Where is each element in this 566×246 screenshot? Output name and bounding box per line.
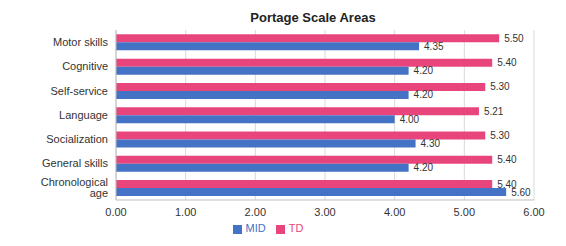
svg-text:4.30: 4.30	[421, 138, 441, 149]
svg-text:0.00: 0.00	[105, 206, 126, 218]
svg-text:5.50: 5.50	[504, 33, 524, 44]
svg-text:4.20: 4.20	[414, 89, 434, 100]
svg-text:Language: Language	[59, 109, 108, 121]
svg-text:4.00: 4.00	[384, 206, 405, 218]
svg-text:Self-service: Self-service	[51, 85, 108, 97]
html-text:TD: TD	[288, 222, 304, 234]
svg-text:4.00: 4.00	[400, 114, 420, 125]
svg-text:3.00: 3.00	[314, 206, 335, 218]
svg-text:Socialization: Socialization	[46, 133, 108, 145]
svg-text:5.40: 5.40	[497, 178, 517, 190]
svg-text:Cognitive: Cognitive	[62, 60, 108, 72]
svg-text:5.40: 5.40	[497, 57, 517, 68]
svg-text:4.20: 4.20	[414, 65, 434, 76]
svg-text:6.00: 6.00	[523, 206, 544, 218]
svg-text:5.30: 5.30	[490, 130, 510, 141]
svg-text:5.30: 5.30	[490, 81, 510, 92]
html-text:MID: MID	[245, 222, 266, 234]
svg-text:4.20: 4.20	[414, 162, 434, 173]
svg-text:5.60: 5.60	[511, 187, 531, 198]
svg-text:Motor skills: Motor skills	[53, 36, 109, 48]
html-text:Portage Scale Areas: Portage Scale Areas	[250, 10, 376, 25]
svg-text:1.00: 1.00	[175, 206, 196, 218]
svg-text:4.35: 4.35	[424, 41, 444, 52]
svg-text:5.21: 5.21	[484, 106, 504, 117]
svg-text:5.00: 5.00	[454, 206, 475, 218]
svg-text:Chronologicalage: Chronologicalage	[41, 176, 108, 199]
svg-text:5.40: 5.40	[497, 154, 517, 165]
svg-text:General skills: General skills	[42, 157, 109, 169]
svg-text:2.00: 2.00	[245, 206, 266, 218]
